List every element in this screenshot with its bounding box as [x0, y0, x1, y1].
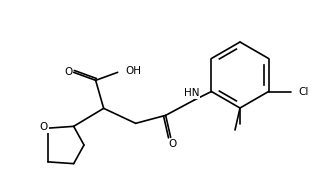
Text: HN: HN [184, 88, 199, 98]
Text: OH: OH [126, 66, 142, 76]
Text: O: O [168, 139, 177, 149]
Text: Cl: Cl [298, 86, 309, 97]
Text: O: O [40, 122, 48, 132]
Text: O: O [64, 67, 73, 77]
